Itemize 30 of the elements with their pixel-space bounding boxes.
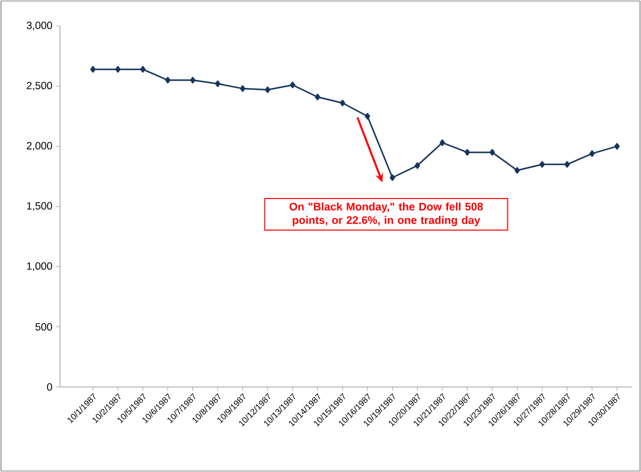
- point: [414, 162, 420, 169]
- point: [190, 76, 196, 84]
- y-tick-label: 1,500: [27, 202, 52, 211]
- y-tick-label: 0: [47, 383, 52, 391]
- y-tick-label: 3,000: [26, 22, 52, 30]
- point: [165, 76, 171, 84]
- point: [539, 161, 545, 168]
- point: [490, 149, 495, 156]
- point: [140, 66, 146, 73]
- point: [464, 149, 470, 156]
- point: [90, 66, 96, 73]
- y-tick-label: 1,000: [27, 262, 52, 271]
- point: [614, 142, 620, 150]
- point: [240, 85, 246, 92]
- point: [514, 167, 520, 174]
- point: [215, 80, 220, 88]
- point: [589, 150, 595, 157]
- point: [564, 161, 570, 168]
- point: [115, 66, 121, 73]
- point: [264, 86, 270, 94]
- y-tick-label: 2,500: [26, 82, 52, 90]
- point: [314, 94, 320, 100]
- point: [440, 139, 446, 146]
- annotation: On "Black Monday," the Dow fell 508 points, or 22.6%, in one trading day: [290, 202, 483, 226]
- point: [290, 82, 296, 88]
- y-tick-label: 2,000: [26, 142, 52, 151]
- point: [364, 112, 370, 120]
- y-tick-label: 500: [35, 323, 52, 331]
- point: [390, 174, 396, 181]
- point: [340, 100, 346, 106]
